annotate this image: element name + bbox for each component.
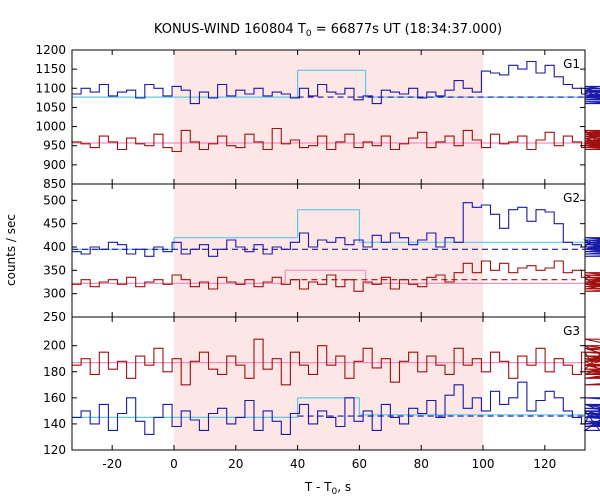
panel-g1: 850 900 950 1000 1050 1100 1150 1200 G1 [35,43,600,191]
shaded-interval [173,317,484,450]
y-tick-label: 1100 [35,81,66,95]
y-tick-label: 1000 [35,120,66,134]
panel-label: G2 [563,191,580,205]
chart-title: KONUS-WIND 160804 T0 = 66877s UT (18:34:… [154,22,502,39]
series-red-histogram [72,127,600,153]
y-tick-label: 1200 [35,43,66,57]
y-tick-label: 120 [43,443,66,457]
y-tick-label: 350 [43,263,66,277]
y-tick-label: 300 [43,287,66,301]
shaded-interval [173,184,484,317]
x-tick-label: 80 [414,457,429,471]
panel-label: G1 [563,57,580,71]
chart-title-suffix: = 66877s UT (18:34:37.000) [312,22,502,37]
series-red-histogram [72,260,600,292]
x-tick-label: 100 [472,457,495,471]
y-tick-label: 450 [43,217,66,231]
series-red-histogram [72,338,600,386]
panel-label: G3 [563,324,580,338]
y-tick-label: 140 [43,417,66,431]
x-tick-label: 40 [290,457,305,471]
x-axis-label: T - T0, s [304,480,351,497]
chart-title-prefix: KONUS-WIND 160804 T [154,22,306,37]
y-axis-label: counts / sec [4,214,18,286]
x-axis-label-main: T - T [304,480,332,494]
y-tick-label: 1050 [35,100,66,114]
y-tick-label: 1150 [35,62,66,76]
x-axis-label-suffix: , s [337,480,351,494]
x-tick-label: -20 [102,457,122,471]
chart-title-subscript: 0 [306,29,312,39]
x-tick-label: 20 [228,457,243,471]
x-tick-label: 120 [533,457,556,471]
x-tick-label: 0 [170,457,178,471]
panel-frame [71,316,586,451]
series-blue-histogram [72,60,600,105]
y-tick-label: 400 [43,240,66,254]
y-tick-label: 250 [43,310,66,324]
panel-g3: 120 140 160 180 200 -20 0 20 40 60 80 100 120 G3 [43,316,600,471]
y-tick-label: 160 [43,391,66,405]
panels-layer: 85090095010001050110011501200G1250300350… [35,43,600,471]
x-axis-label-subscript: 0 [332,487,338,497]
y-tick-label: 950 [43,139,66,153]
y-tick-label: 900 [43,158,66,172]
y-tick-label: 500 [43,193,66,207]
panel-g2: 250 300 350 400 450 500 G2 [43,183,600,324]
x-tick-label: 60 [352,457,367,471]
y-tick-label: 200 [43,339,66,353]
y-tick-label: 850 [43,177,66,191]
y-tick-label: 180 [43,365,66,379]
series-blue-histogram [72,202,600,257]
shaded-interval [173,50,484,184]
series-blue-histogram [72,381,600,435]
